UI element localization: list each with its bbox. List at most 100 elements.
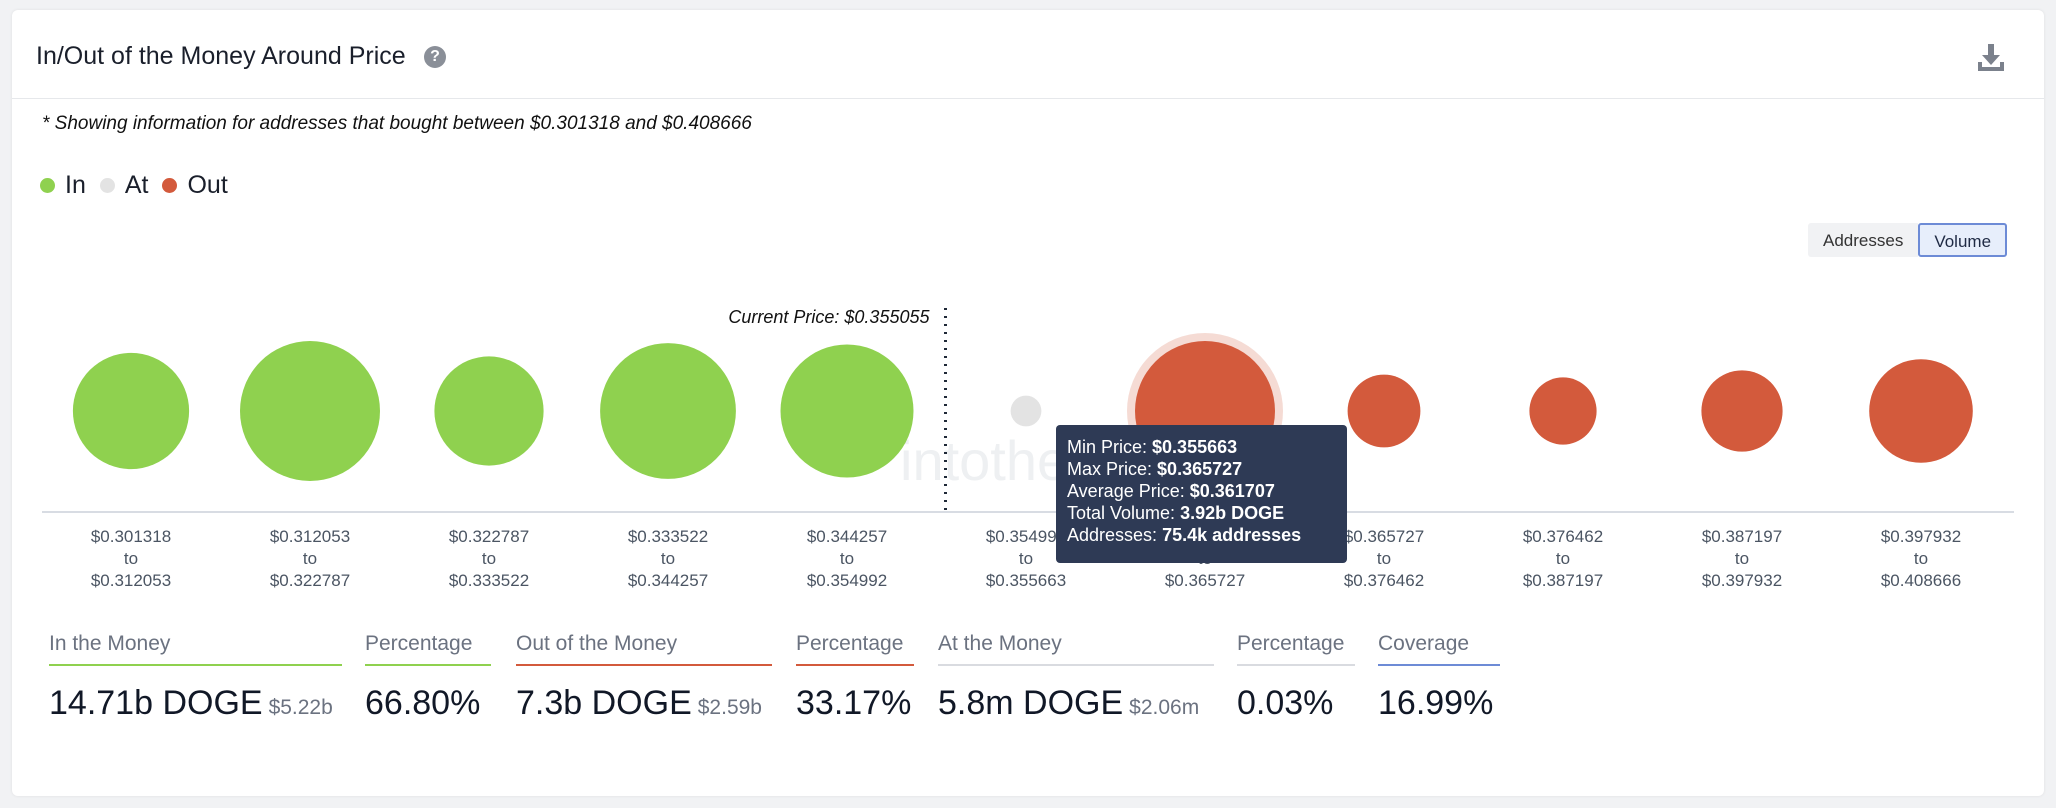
bubble-in bbox=[780, 344, 914, 478]
legend-dot-in bbox=[40, 177, 55, 193]
range-to-connector: to bbox=[1019, 549, 1033, 568]
stat-value: 33.17% bbox=[796, 684, 912, 722]
range-to-label: $0.397932 bbox=[1702, 571, 1782, 590]
stat-value-main: 7.3b DOGE bbox=[516, 684, 692, 722]
addresses-toggle-button[interactable]: Addresses bbox=[1808, 223, 1919, 257]
stat-at-percentage: Percentage 0.03% bbox=[1237, 630, 1355, 723]
current-price-label: Current Price: $0.355055 bbox=[728, 307, 930, 327]
stat-value-usd: $2.59b bbox=[697, 696, 762, 719]
metric-toggle: Addresses Volume bbox=[1808, 223, 2008, 257]
stat-value-main: 14.71b DOGE bbox=[49, 684, 263, 722]
tooltip-addresses-value: 75.4k addresses bbox=[1162, 525, 1302, 545]
range-from-label: $0.344257 bbox=[807, 527, 887, 546]
range-to-label: $0.312053 bbox=[91, 571, 171, 590]
stat-in-the-money: In the Money 14.71b DOGE $5.22b bbox=[49, 630, 342, 723]
stat-underline bbox=[516, 664, 772, 666]
stat-value-main: 5.8m DOGE bbox=[938, 684, 1124, 722]
range-from-label: $0.312053 bbox=[270, 527, 350, 546]
tooltip-avg-price: Average Price: $0.361707 bbox=[1067, 480, 1336, 502]
stat-label: Coverage bbox=[1378, 632, 1470, 655]
range-to-connector: to bbox=[1914, 549, 1928, 568]
range-to-label: $0.354992 bbox=[807, 571, 887, 590]
legend: In At Out bbox=[40, 170, 242, 200]
stat-label: Percentage bbox=[365, 632, 473, 655]
range-from-label: $0.365727 bbox=[1344, 527, 1424, 546]
legend-dot-at bbox=[99, 177, 115, 193]
range-to-label: $0.333522 bbox=[449, 571, 529, 590]
card-title: In/Out of the Money Around Price bbox=[36, 42, 406, 70]
stat-value: 5.8m DOGE $2.06m bbox=[938, 684, 1214, 723]
bubble-in bbox=[240, 341, 380, 481]
range-from-label: $0.322787 bbox=[449, 527, 529, 546]
stat-out-of-the-money: Out of the Money 7.3b DOGE $2.59b bbox=[516, 630, 772, 723]
tooltip-avg-price-label: Average Price: bbox=[1067, 481, 1185, 501]
tooltip-max-price-label: Max Price: bbox=[1067, 459, 1153, 479]
stat-underline bbox=[49, 664, 342, 666]
stat-label: At the Money bbox=[938, 632, 1062, 655]
range-to-connector: to bbox=[1556, 549, 1570, 568]
legend-label-at: At bbox=[124, 170, 149, 199]
stat-coverage: Coverage 16.99% bbox=[1378, 630, 1500, 723]
range-to-label: $0.376462 bbox=[1344, 571, 1424, 590]
stat-value: 16.99% bbox=[1378, 684, 1494, 722]
question-circle-icon[interactable]: ? bbox=[424, 46, 446, 68]
range-to-connector: to bbox=[661, 549, 675, 568]
legend-dot-out bbox=[162, 177, 178, 193]
stat-at-the-money: At the Money 5.8m DOGE $2.06m bbox=[938, 630, 1214, 723]
bubble-out bbox=[1869, 359, 1973, 463]
stat-label: Percentage bbox=[796, 632, 904, 655]
range-to-label: $0.365727 bbox=[1165, 571, 1245, 590]
tooltip-volume: Total Volume: 3.92b DOGE bbox=[1067, 502, 1336, 524]
range-to-connector: to bbox=[482, 549, 496, 568]
tooltip-avg-price-value: $0.361707 bbox=[1189, 481, 1275, 501]
download-icon[interactable] bbox=[1974, 40, 2008, 74]
tooltip-volume-label: Total Volume: bbox=[1067, 503, 1176, 523]
range-to-connector: to bbox=[303, 549, 317, 568]
bubble-at bbox=[1010, 395, 1042, 427]
range-to-label: $0.322787 bbox=[270, 571, 350, 590]
stat-underline bbox=[938, 664, 1214, 666]
range-from-label: $0.387197 bbox=[1702, 527, 1782, 546]
range-from-label: $0.333522 bbox=[628, 527, 708, 546]
stat-value-usd: $2.06m bbox=[1129, 696, 1200, 719]
tooltip-min-price: Min Price: $0.355663 bbox=[1067, 436, 1336, 458]
stat-underline bbox=[365, 664, 491, 666]
tooltip-min-price-value: $0.355663 bbox=[1152, 437, 1238, 457]
range-from-label: $0.397932 bbox=[1881, 527, 1961, 546]
stat-value: 14.71b DOGE $5.22b bbox=[49, 684, 342, 723]
cluster-tooltip: Min Price: $0.355663 Max Price: $0.36572… bbox=[1056, 425, 1347, 563]
legend-item-in[interactable]: In bbox=[40, 171, 86, 200]
range-from-label: $0.301318 bbox=[91, 527, 171, 546]
stat-underline bbox=[796, 664, 914, 666]
bubble-in bbox=[434, 356, 544, 466]
bubble-out bbox=[1701, 370, 1783, 452]
legend-label-out: Out bbox=[187, 170, 228, 199]
legend-label-in: In bbox=[65, 170, 86, 199]
stat-in-percentage: Percentage 66.80% bbox=[365, 630, 491, 723]
range-to-connector: to bbox=[840, 549, 854, 568]
legend-item-at[interactable]: At bbox=[99, 170, 149, 200]
tooltip-addresses: Addresses: 75.4k addresses bbox=[1067, 524, 1336, 546]
bubble-in bbox=[72, 352, 190, 470]
tooltip-max-price: Max Price: $0.365727 bbox=[1067, 458, 1336, 480]
card-header: In/Out of the Money Around Price ? bbox=[12, 10, 2044, 99]
bubble-out bbox=[1347, 374, 1421, 448]
tooltip-min-price-label: Min Price: bbox=[1067, 437, 1148, 457]
stat-label: Percentage bbox=[1237, 632, 1345, 655]
range-to-label: $0.408666 bbox=[1881, 571, 1961, 590]
range-to-label: $0.387197 bbox=[1523, 571, 1603, 590]
stat-value-usd: $5.22b bbox=[268, 696, 333, 719]
volume-toggle-button[interactable]: Volume bbox=[1918, 223, 2008, 257]
tooltip-addresses-label: Addresses: bbox=[1067, 525, 1158, 545]
range-to-connector: to bbox=[1377, 549, 1391, 568]
range-note: * Showing information for addresses that… bbox=[42, 113, 752, 134]
stat-label: Out of the Money bbox=[516, 632, 678, 655]
bubble-out bbox=[1529, 377, 1597, 445]
tooltip-volume-value: 3.92b DOGE bbox=[1180, 503, 1285, 523]
range-from-label: $0.354992 bbox=[986, 527, 1066, 546]
tooltip-max-price-value: $0.365727 bbox=[1157, 459, 1243, 479]
range-from-label: $0.376462 bbox=[1523, 527, 1603, 546]
range-to-connector: to bbox=[1735, 549, 1749, 568]
legend-item-out[interactable]: Out bbox=[162, 170, 228, 200]
range-to-connector: to bbox=[124, 549, 138, 568]
